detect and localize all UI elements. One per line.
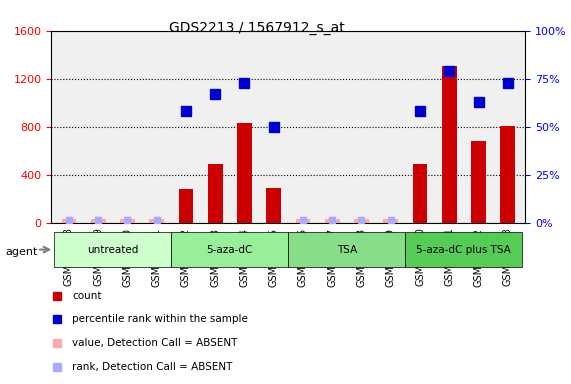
Bar	[413, 164, 427, 223]
Text: 5-aza-dC: 5-aza-dC	[207, 245, 253, 255]
Bar	[150, 219, 164, 223]
Text: agent: agent	[6, 247, 38, 257]
Bar	[500, 126, 515, 223]
Text: GDS2213 / 1567912_s_at: GDS2213 / 1567912_s_at	[169, 21, 345, 35]
FancyBboxPatch shape	[288, 232, 405, 267]
Bar	[120, 219, 135, 223]
Bar	[442, 66, 457, 223]
Text: 5-aza-dC plus TSA: 5-aza-dC plus TSA	[416, 245, 511, 255]
Bar	[325, 219, 340, 223]
Text: rank, Detection Call = ABSENT: rank, Detection Call = ABSENT	[72, 362, 232, 372]
Bar	[237, 123, 252, 223]
Bar	[296, 219, 310, 223]
Text: percentile rank within the sample: percentile rank within the sample	[72, 314, 248, 324]
Text: count: count	[72, 291, 102, 301]
Bar	[354, 219, 369, 223]
Bar	[267, 188, 281, 223]
Bar	[471, 141, 486, 223]
Bar	[179, 189, 193, 223]
Text: TSA: TSA	[337, 245, 357, 255]
Bar	[208, 164, 223, 223]
FancyBboxPatch shape	[54, 232, 171, 267]
Bar	[62, 219, 77, 223]
Text: value, Detection Call = ABSENT: value, Detection Call = ABSENT	[72, 338, 238, 348]
Bar	[384, 219, 398, 223]
FancyBboxPatch shape	[171, 232, 288, 267]
Bar	[91, 219, 106, 223]
Text: untreated: untreated	[87, 245, 139, 255]
FancyBboxPatch shape	[405, 232, 522, 267]
